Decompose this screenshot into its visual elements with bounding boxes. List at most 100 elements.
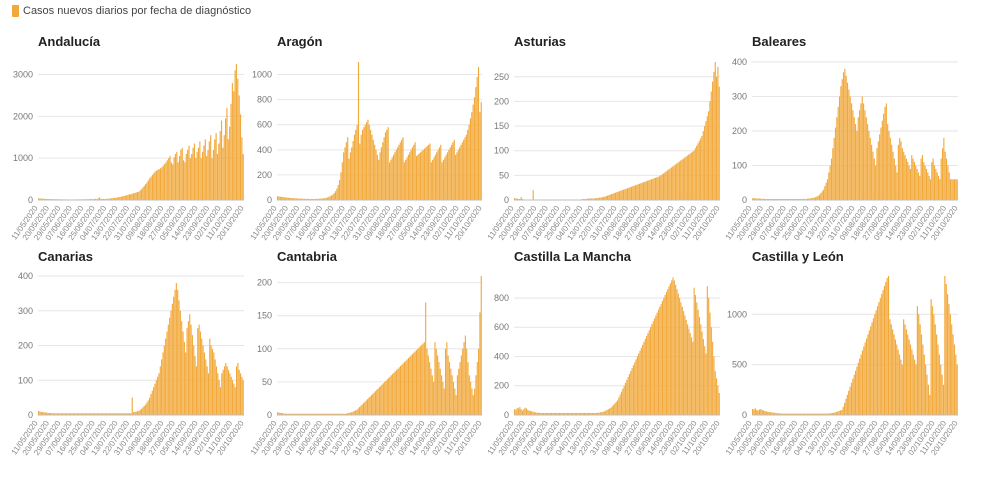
bar xyxy=(397,147,399,200)
bar xyxy=(786,413,788,415)
bar xyxy=(372,139,374,200)
bar xyxy=(754,198,756,200)
bar xyxy=(170,162,172,200)
bar xyxy=(532,411,534,415)
bar xyxy=(716,76,718,200)
bar xyxy=(44,412,46,415)
bar xyxy=(634,362,636,415)
bar xyxy=(762,198,764,200)
bar xyxy=(307,413,309,415)
bar xyxy=(339,413,341,415)
bar xyxy=(222,147,224,200)
bar xyxy=(296,413,298,415)
bar xyxy=(601,412,603,415)
bar xyxy=(126,195,128,200)
bar xyxy=(529,410,531,415)
bar xyxy=(55,413,57,415)
bar xyxy=(360,134,362,200)
bar xyxy=(363,127,365,200)
chart-panel: Castilla La Mancha020040060080011/05/202… xyxy=(486,249,722,457)
bar xyxy=(324,413,326,415)
y-tick-label: 200 xyxy=(257,278,272,288)
bar xyxy=(389,376,391,415)
bar xyxy=(467,362,469,415)
bar xyxy=(145,404,147,415)
bar xyxy=(445,154,447,200)
bar xyxy=(431,375,433,415)
bar xyxy=(877,141,879,200)
bar xyxy=(618,191,621,200)
bar xyxy=(54,413,56,415)
bar xyxy=(349,152,351,200)
bar xyxy=(570,412,572,415)
bar xyxy=(78,413,80,415)
bar xyxy=(599,412,601,415)
bar xyxy=(934,324,936,415)
bar xyxy=(447,355,449,415)
bar xyxy=(136,411,139,415)
bar xyxy=(475,375,477,415)
bar xyxy=(846,394,848,415)
bar xyxy=(117,197,120,200)
bar xyxy=(714,62,716,200)
bar xyxy=(929,179,932,200)
bar xyxy=(105,198,107,200)
bar xyxy=(187,149,189,200)
bar xyxy=(564,412,566,415)
bar xyxy=(314,413,316,415)
bar xyxy=(134,411,136,415)
bar xyxy=(169,317,171,415)
bar xyxy=(868,330,870,415)
bar xyxy=(308,198,310,200)
bar xyxy=(384,132,387,200)
bar xyxy=(104,413,107,415)
bar xyxy=(473,97,476,200)
bar xyxy=(705,353,707,415)
bar xyxy=(646,180,649,200)
bar xyxy=(360,405,362,415)
legend: Casos nuevos diarios por fecha de diagnó… xyxy=(12,5,251,17)
bar xyxy=(166,331,168,415)
bar xyxy=(119,196,121,200)
bar xyxy=(718,86,720,200)
bar xyxy=(127,413,129,415)
bar xyxy=(335,413,337,415)
bar xyxy=(205,359,207,415)
bar xyxy=(773,198,775,200)
bar xyxy=(516,198,518,200)
bar xyxy=(914,359,916,415)
bar xyxy=(797,413,799,415)
bar xyxy=(315,413,317,415)
bar xyxy=(146,182,148,200)
bar xyxy=(706,286,708,415)
bar xyxy=(361,404,363,415)
bar xyxy=(591,198,593,200)
bar xyxy=(605,196,607,200)
bar xyxy=(74,413,76,415)
bar xyxy=(325,197,327,200)
bar xyxy=(239,373,242,415)
bar xyxy=(696,302,698,415)
bar xyxy=(626,379,628,415)
bar xyxy=(235,64,238,200)
bar xyxy=(405,360,407,415)
bar xyxy=(650,179,653,200)
bar xyxy=(458,368,460,415)
bar xyxy=(212,149,214,200)
bar xyxy=(539,412,541,415)
bar xyxy=(102,413,104,415)
bar xyxy=(816,413,818,415)
bar xyxy=(908,165,910,200)
bar xyxy=(874,314,876,415)
bar xyxy=(850,382,853,415)
bar xyxy=(856,366,858,415)
bar xyxy=(955,354,957,415)
bar xyxy=(717,385,719,415)
bar xyxy=(523,409,525,415)
bar xyxy=(364,401,366,415)
bar xyxy=(366,399,369,415)
bar xyxy=(753,197,755,200)
bar xyxy=(881,294,883,415)
bar xyxy=(924,165,926,200)
bar xyxy=(480,276,482,415)
